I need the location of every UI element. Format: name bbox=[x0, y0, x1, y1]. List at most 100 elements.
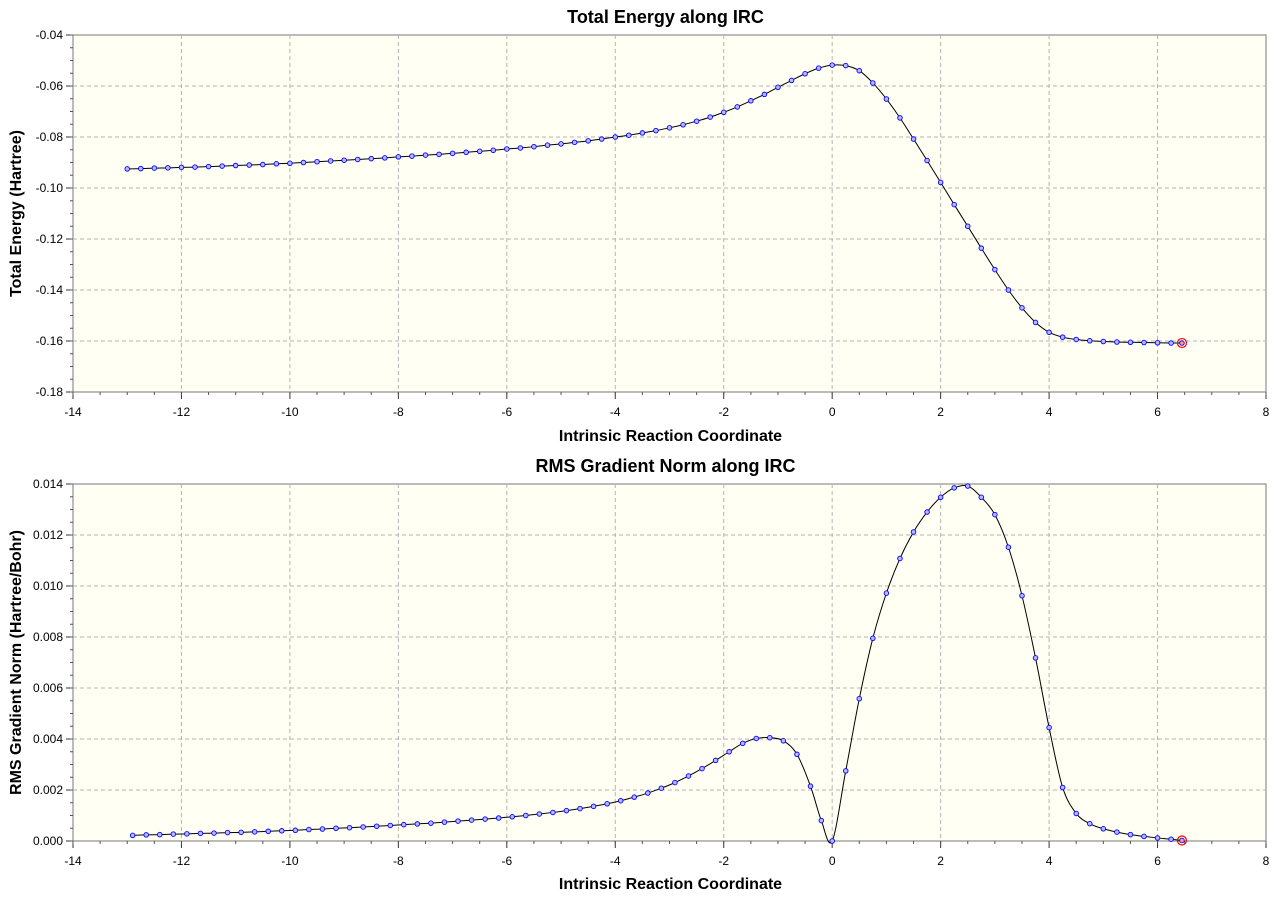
gradient-data-point[interactable] bbox=[1100, 826, 1107, 832]
gradient-data-point[interactable] bbox=[1179, 837, 1185, 844]
energy-data-point[interactable] bbox=[1046, 329, 1052, 336]
energy-data-point[interactable] bbox=[138, 165, 144, 172]
energy-data-point[interactable] bbox=[382, 155, 388, 161]
energy-data-point[interactable] bbox=[639, 130, 646, 136]
gradient-data-point[interactable] bbox=[780, 738, 787, 744]
energy-data-point[interactable] bbox=[1087, 337, 1093, 344]
energy-data-point[interactable] bbox=[612, 134, 619, 140]
gradient-data-point[interactable] bbox=[590, 803, 597, 810]
gradient-data-point[interactable] bbox=[170, 831, 177, 837]
gradient-data-point[interactable] bbox=[1114, 829, 1120, 835]
energy-data-point[interactable] bbox=[585, 138, 591, 144]
gradient-data-point[interactable] bbox=[699, 765, 705, 772]
energy-data-point[interactable] bbox=[802, 71, 808, 77]
gradient-data-point[interactable] bbox=[829, 838, 835, 844]
energy-data-point[interactable] bbox=[1127, 339, 1134, 346]
gradient-data-point[interactable] bbox=[441, 819, 448, 825]
energy-data-point[interactable] bbox=[734, 104, 741, 110]
gradient-data-point[interactable] bbox=[550, 809, 556, 816]
gradient-data-point[interactable] bbox=[1168, 836, 1174, 842]
energy-data-point[interactable] bbox=[422, 152, 429, 158]
gradient-data-point[interactable] bbox=[753, 735, 760, 742]
gradient-data-point[interactable] bbox=[978, 494, 985, 501]
gradient-data-point[interactable] bbox=[645, 790, 651, 796]
energy-data-point[interactable] bbox=[314, 158, 320, 165]
energy-data-point[interactable] bbox=[409, 153, 415, 159]
energy-data-point[interactable] bbox=[1141, 339, 1147, 346]
energy-data-point[interactable] bbox=[436, 151, 442, 158]
energy-data-point[interactable] bbox=[1100, 338, 1107, 345]
energy-data-point[interactable] bbox=[666, 125, 673, 131]
gradient-data-point[interactable] bbox=[197, 830, 204, 837]
energy-data-point[interactable] bbox=[273, 161, 280, 167]
gradient-data-point[interactable] bbox=[965, 483, 971, 489]
gradient-data-point[interactable] bbox=[842, 768, 849, 774]
energy-data-point[interactable] bbox=[1168, 340, 1174, 346]
gradient-data-point[interactable] bbox=[224, 829, 231, 836]
gradient-data-point[interactable] bbox=[951, 485, 957, 491]
energy-data-point[interactable] bbox=[829, 62, 835, 68]
gradient-data-point[interactable] bbox=[1073, 810, 1079, 817]
gradient-data-point[interactable] bbox=[495, 815, 502, 821]
energy-data-point[interactable] bbox=[748, 98, 754, 104]
energy-data-point[interactable] bbox=[707, 114, 713, 120]
energy-data-point[interactable] bbox=[287, 160, 293, 167]
energy-data-point[interactable] bbox=[205, 163, 212, 170]
energy-data-point[interactable] bbox=[693, 118, 700, 124]
gradient-data-point[interactable] bbox=[387, 822, 393, 829]
energy-data-point[interactable] bbox=[300, 159, 307, 166]
gradient-data-point[interactable] bbox=[319, 826, 326, 832]
energy-data-point[interactable] bbox=[178, 164, 185, 171]
energy-data-point[interactable] bbox=[870, 80, 876, 86]
energy-data-point[interactable] bbox=[653, 127, 659, 134]
gradient-data-point[interactable] bbox=[767, 734, 773, 741]
energy-selected-point-ring[interactable] bbox=[1176, 337, 1188, 349]
gradient-data-point[interactable] bbox=[672, 779, 678, 786]
gradient-data-point[interactable] bbox=[1046, 724, 1052, 731]
gradient-data-point[interactable] bbox=[1032, 655, 1039, 661]
energy-data-point[interactable] bbox=[761, 91, 768, 98]
gradient-selected-point-ring[interactable] bbox=[1176, 835, 1188, 846]
gradient-data-point[interactable] bbox=[238, 829, 244, 836]
gradient-data-point[interactable] bbox=[712, 757, 719, 764]
gradient-data-point[interactable] bbox=[1087, 820, 1093, 827]
gradient-data-point[interactable] bbox=[373, 823, 380, 829]
energy-data-point[interactable] bbox=[558, 141, 564, 147]
gradient-data-point[interactable] bbox=[360, 824, 366, 830]
energy-data-point[interactable] bbox=[1179, 340, 1185, 346]
energy-data-point[interactable] bbox=[192, 164, 198, 170]
energy-data-point[interactable] bbox=[992, 266, 998, 273]
gradient-data-point[interactable] bbox=[870, 635, 876, 642]
gradient-data-point[interactable] bbox=[482, 816, 488, 822]
gradient-data-point[interactable] bbox=[631, 794, 638, 800]
energy-data-point[interactable] bbox=[395, 154, 402, 160]
gradient-data-point[interactable] bbox=[794, 751, 800, 758]
energy-data-point[interactable] bbox=[680, 122, 686, 128]
gradient-data-point[interactable] bbox=[818, 817, 825, 824]
gradient-data-point[interactable] bbox=[807, 783, 814, 789]
gradient-data-point[interactable] bbox=[1059, 784, 1066, 791]
energy-data-point[interactable] bbox=[544, 142, 551, 148]
energy-data-point[interactable] bbox=[368, 155, 375, 162]
gradient-data-point[interactable] bbox=[563, 807, 570, 814]
gradient-data-point[interactable] bbox=[265, 828, 271, 835]
gradient-data-point[interactable] bbox=[211, 830, 217, 836]
gradient-data-point[interactable] bbox=[536, 811, 543, 817]
gradient-data-point[interactable] bbox=[455, 818, 461, 824]
gradient-data-point[interactable] bbox=[617, 797, 624, 804]
energy-data-point[interactable] bbox=[978, 245, 985, 251]
gradient-data-point[interactable] bbox=[658, 785, 665, 791]
energy-data-point[interactable] bbox=[517, 145, 524, 151]
energy-data-point[interactable] bbox=[1059, 334, 1066, 340]
energy-data-point[interactable] bbox=[965, 223, 971, 229]
gradient-data-point[interactable] bbox=[184, 831, 190, 837]
energy-data-point[interactable] bbox=[531, 143, 537, 150]
gradient-data-point[interactable] bbox=[577, 805, 583, 812]
energy-data-point[interactable] bbox=[951, 201, 957, 208]
gradient-data-point[interactable] bbox=[1141, 833, 1147, 840]
energy-data-point[interactable] bbox=[571, 139, 578, 146]
gradient-data-point[interactable] bbox=[1005, 544, 1012, 550]
gradient-data-point[interactable] bbox=[509, 814, 515, 820]
energy-data-point[interactable] bbox=[924, 157, 930, 164]
energy-data-point[interactable] bbox=[124, 166, 130, 172]
